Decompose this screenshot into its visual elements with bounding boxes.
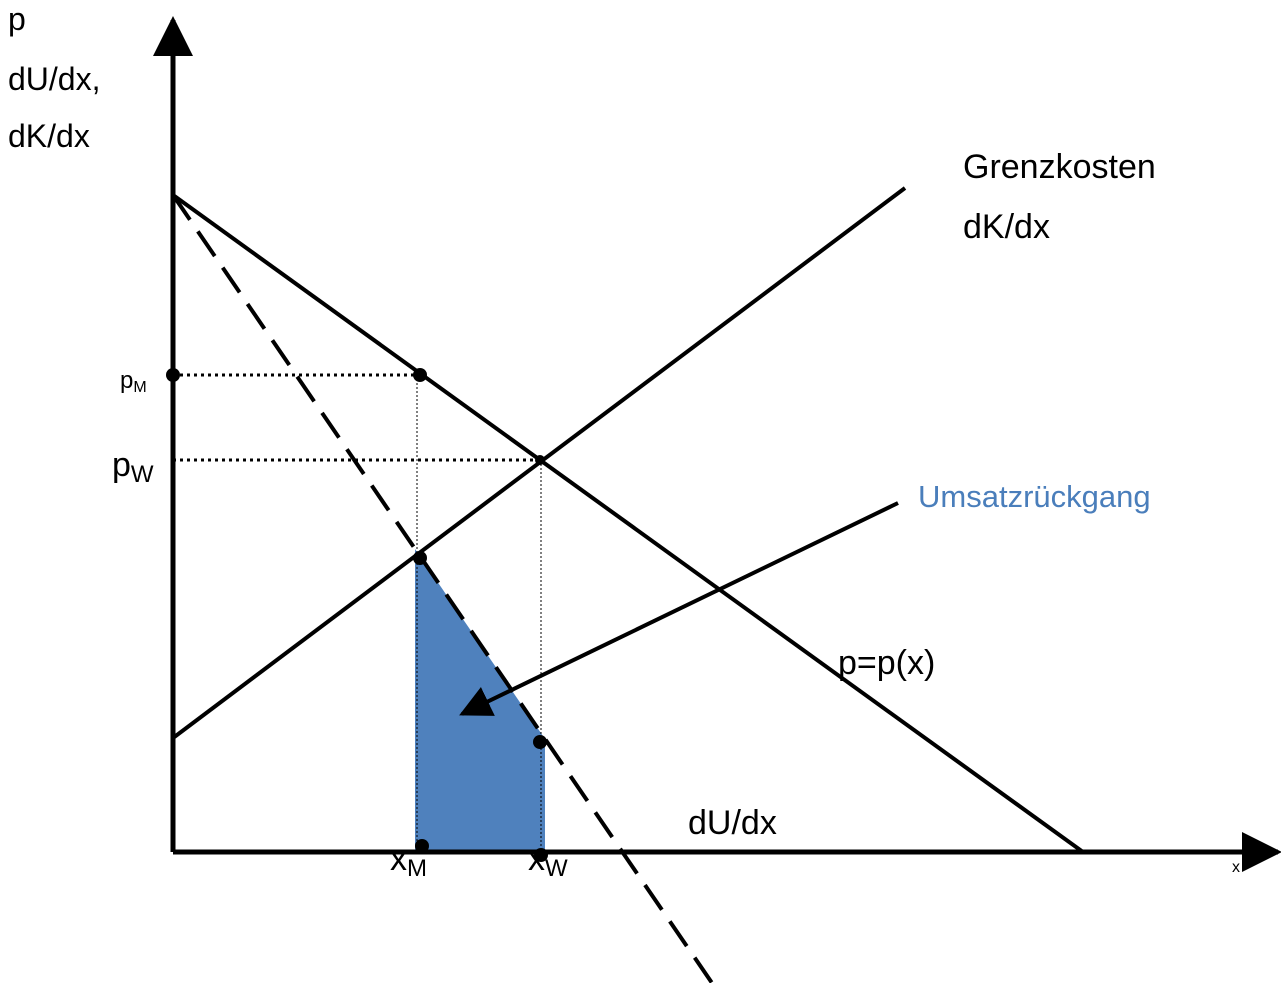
y-axis-label: dU/dx, — [8, 61, 100, 97]
points — [166, 368, 548, 862]
point — [535, 455, 545, 465]
curve-label: dK/dx — [963, 208, 1050, 246]
label-sub: M — [407, 855, 427, 882]
point — [533, 735, 547, 749]
point — [166, 368, 180, 382]
marginal-revenue-line — [171, 193, 714, 983]
label-base: p — [112, 446, 131, 484]
point-label: xW — [528, 840, 568, 882]
label-base: x — [390, 840, 407, 878]
curve-label: p=p(x) — [838, 644, 935, 682]
label-base: p — [120, 367, 133, 394]
point-label: pW — [112, 446, 154, 488]
revenue-loss-area — [415, 549, 545, 852]
point — [413, 551, 427, 565]
point — [413, 368, 427, 382]
point-label: pM — [120, 367, 147, 396]
label-base: x — [528, 840, 545, 878]
label-sub: W — [131, 461, 154, 488]
point — [415, 839, 429, 853]
y-axis-label: p — [8, 1, 26, 37]
label-sub: W — [545, 855, 568, 882]
point — [534, 848, 548, 862]
annotation-arrow — [459, 501, 899, 716]
curve-label: Grenzkosten — [963, 148, 1156, 186]
point-label: xM — [390, 840, 427, 882]
annotation: Umsatzrückgang — [918, 479, 1151, 514]
demand-line — [171, 193, 1085, 854]
y-axis-label: dK/dx — [8, 118, 90, 154]
curve-label: dU/dx — [688, 804, 777, 842]
x-axis-label: x — [1232, 859, 1240, 876]
label-sub: M — [133, 379, 146, 396]
